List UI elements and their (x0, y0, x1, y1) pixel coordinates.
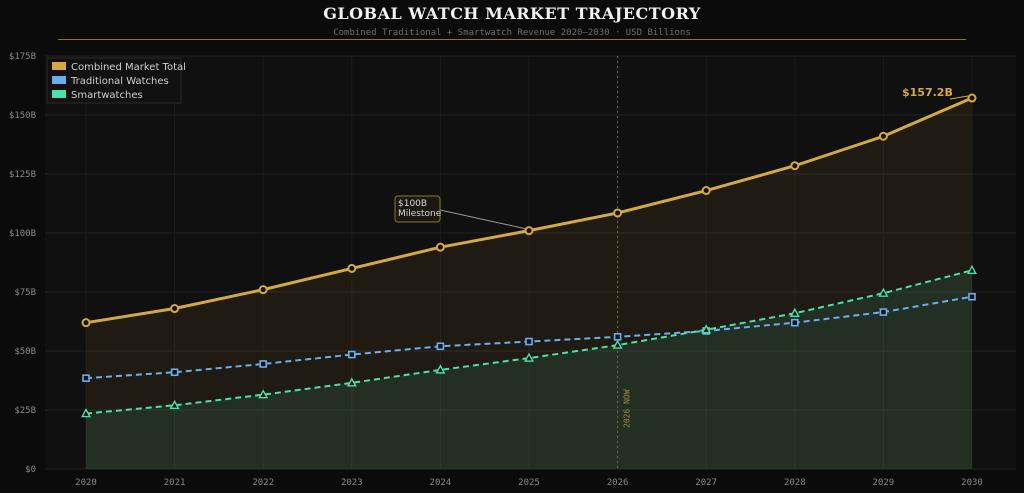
traditional-point (790, 318, 799, 327)
legend-swatch (52, 76, 66, 84)
smartwatch-point (435, 364, 446, 374)
legend-label: Traditional Watches (70, 76, 169, 87)
y-tick-label: $75B (14, 288, 36, 298)
x-tick-label: 2026 (607, 478, 629, 488)
smartwatch-area (86, 270, 972, 469)
combined-point (967, 93, 977, 103)
milestone-label: Milestone (398, 209, 442, 219)
traditional-point (347, 350, 356, 359)
x-tick-label: 2028 (784, 478, 806, 488)
milestone-box (394, 195, 441, 223)
x-tick-label: 2027 (695, 478, 717, 488)
traditional-point (613, 333, 622, 341)
y-tick-label: $100B (9, 229, 36, 239)
smartwatch-point (346, 377, 357, 387)
combined-point (435, 242, 445, 252)
now-marker-label: 2026 NOW (623, 389, 632, 428)
legend: Combined Market Total Traditional Watches… (46, 57, 186, 104)
smartwatch-point (524, 352, 534, 362)
x-tick-label: 2024 (430, 478, 452, 488)
combined-point (790, 161, 800, 171)
smartwatch-point (789, 307, 800, 317)
traditional-point (879, 308, 888, 316)
smartwatch-point (612, 339, 623, 349)
chart-subtitle: Combined Traditional + Smartwatch Revenu… (333, 28, 691, 38)
combined-point (701, 186, 711, 196)
legend-swatch (52, 90, 66, 98)
smartwatch-point (258, 389, 269, 399)
combined-point (170, 304, 180, 314)
y-tick-label: $150B (9, 111, 36, 121)
x-tick-label: 2030 (961, 478, 983, 488)
x-tick-label: 2021 (164, 478, 186, 488)
traditional-point (170, 368, 179, 377)
smartwatch-point (81, 408, 91, 418)
y-tick-label: $25B (14, 406, 36, 416)
chart-title: GLOBAL WATCH MARKET TRAJECTORY (323, 4, 701, 23)
y-tick-label: $175B (9, 52, 36, 62)
milestone-arrow (439, 209, 526, 230)
y-tick-label: $125B (9, 170, 36, 180)
title-rule (58, 39, 966, 40)
combined-point (347, 263, 357, 273)
combined-point (258, 285, 268, 295)
x-tick-label: 2023 (341, 478, 363, 488)
smartwatch-point (701, 324, 712, 334)
combined-point (81, 318, 91, 328)
end-value-arrow (949, 95, 969, 100)
combined-area (86, 98, 972, 470)
y-tick-label: $50B (14, 347, 36, 357)
x-tick-label: 2022 (252, 478, 274, 488)
traditional-point (525, 337, 533, 346)
milestone-label: $100B (398, 199, 427, 209)
combined-point (613, 208, 623, 218)
x-tick-label: 2025 (518, 478, 540, 488)
combined-point (878, 131, 888, 141)
legend-box (46, 57, 182, 104)
legend-swatch (52, 62, 66, 70)
x-tick-label: 2029 (873, 478, 895, 488)
end-value-label: $157.2B (902, 86, 953, 99)
smartwatch-point (878, 287, 889, 297)
legend-label: Combined Market Total (71, 62, 186, 73)
plot-area (45, 56, 1016, 469)
traditional-point (259, 360, 268, 368)
smartwatch-point (967, 264, 977, 274)
y-tick-label: $0 (25, 465, 36, 475)
traditional-point (968, 292, 976, 301)
combined-point (524, 226, 534, 236)
traditional-point (436, 342, 445, 351)
legend-label: Smartwatches (71, 90, 143, 101)
smartwatch-point (169, 399, 180, 409)
x-tick-label: 2020 (75, 478, 97, 488)
traditional-point (82, 374, 90, 382)
